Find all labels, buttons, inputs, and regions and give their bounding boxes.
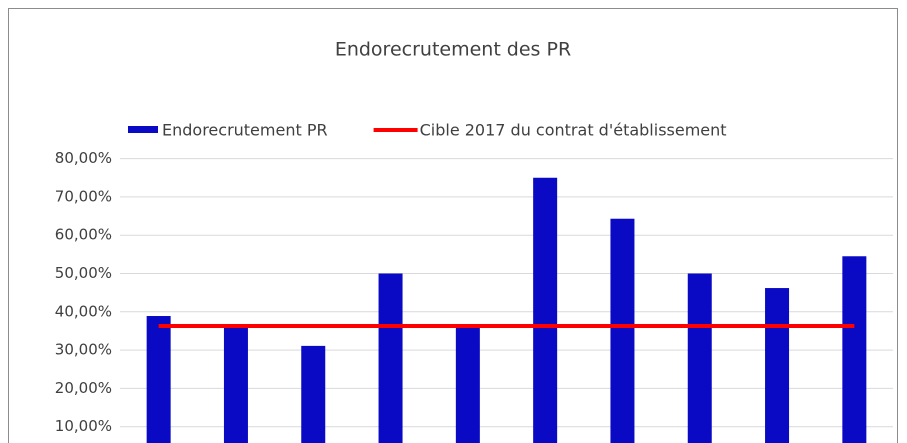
y-tick-label: 40,00% bbox=[55, 302, 112, 320]
y-tick-label: 80,00% bbox=[55, 149, 112, 167]
chart-border bbox=[8, 8, 898, 443]
y-tick-label: 20,00% bbox=[55, 379, 112, 397]
legend-swatch bbox=[128, 126, 158, 133]
legend-label: Cible 2017 du contrat d'établissement bbox=[420, 121, 727, 140]
y-tick-label: 50,00% bbox=[55, 264, 112, 282]
bar bbox=[610, 218, 635, 443]
y-tick-label: 10,00% bbox=[55, 417, 112, 435]
legend-label: Endorecrutement PR bbox=[162, 121, 328, 140]
y-tick-label: 70,00% bbox=[55, 187, 112, 205]
bar bbox=[301, 345, 326, 443]
bar bbox=[146, 316, 171, 443]
bar bbox=[455, 325, 480, 443]
bar bbox=[687, 273, 712, 443]
bar bbox=[842, 256, 867, 443]
bar bbox=[765, 288, 790, 443]
bar bbox=[533, 177, 558, 443]
y-tick-label: 30,00% bbox=[55, 341, 112, 359]
y-tick-label: 60,00% bbox=[55, 226, 112, 244]
bar bbox=[223, 324, 248, 443]
chart-title: Endorecrutement des PR bbox=[335, 39, 571, 61]
bar bbox=[378, 273, 403, 443]
